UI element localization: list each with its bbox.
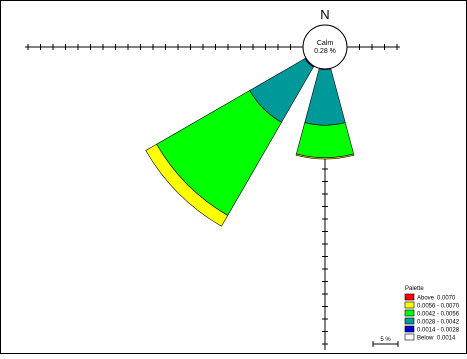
petal-180-bin-3 xyxy=(295,122,355,158)
legend-swatch xyxy=(404,317,415,325)
legend-entry-range: 0.0014 xyxy=(437,336,456,342)
petal-180-bin-4 xyxy=(295,153,355,160)
legend-entry-label: Above xyxy=(417,296,435,302)
legend-swatch xyxy=(404,333,415,341)
scale-bar-label: 5 % xyxy=(380,337,391,343)
north-label: N xyxy=(320,7,329,22)
legend-swatch xyxy=(404,293,415,301)
legend-entry-label: Below xyxy=(417,336,434,342)
legend-entry-range: 0.0042 - 0.0056 xyxy=(417,312,460,318)
scale-bar: 5 % xyxy=(372,337,399,347)
legend-swatch xyxy=(404,301,415,309)
legend-title: Palette xyxy=(405,286,424,292)
petal-225-bin-4 xyxy=(145,143,229,227)
legend-entry-range: 0.0014 - 0.0028 xyxy=(417,328,460,334)
petals-layer xyxy=(145,57,355,227)
calm-circle xyxy=(302,24,348,70)
calm-label: Calm xyxy=(317,40,334,47)
legend-swatch xyxy=(404,325,415,333)
legend-entry-range: 0.0028 - 0.0042 xyxy=(417,320,460,326)
legend: Palette Above 0.0070 0.0056 - 0.0070 0.0042 … xyxy=(404,286,460,342)
legend-entry-range: 0.0056 - 0.0070 xyxy=(417,304,460,310)
legend-entry-range: 0.0070 xyxy=(437,296,456,302)
calm-value: 0.28 % xyxy=(314,48,336,55)
legend-swatch xyxy=(404,309,415,317)
